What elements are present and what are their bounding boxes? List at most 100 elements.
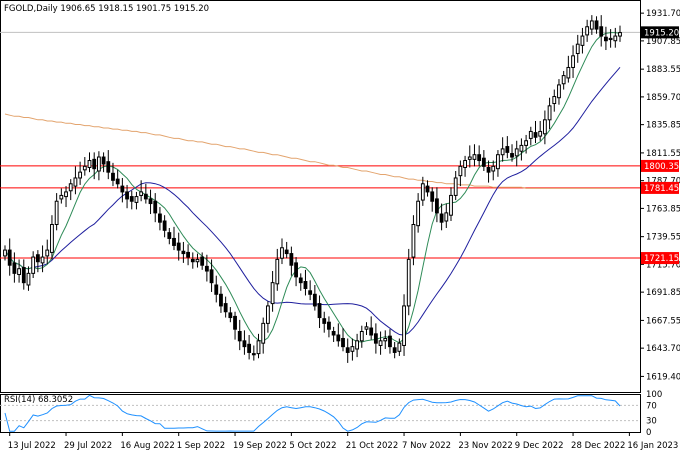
candle-body (467, 156, 472, 160)
rsi-tick-label: 100 (646, 390, 662, 400)
time-tick-label: 5 Oct 2022 (289, 441, 336, 451)
candle-body (435, 198, 439, 214)
time-tick-label: 19 Sep 2022 (233, 441, 287, 451)
candle-body (195, 258, 200, 263)
candle-body (613, 35, 618, 42)
candle-body (92, 158, 97, 170)
candle-body (176, 242, 181, 251)
candle-body (594, 20, 599, 30)
candle-body (402, 305, 406, 346)
candle-body (172, 237, 176, 246)
candle-body (392, 347, 397, 353)
candle-body (364, 326, 369, 330)
candle-body (547, 105, 552, 121)
candle-body (204, 265, 209, 272)
price-axis: 1931.70 1907.85 1883.55 1859.70 1835.85 1811.… (640, 9, 680, 382)
candle-body (430, 191, 435, 202)
horizontal-level-label: 1781.45 (644, 184, 679, 194)
rsi-tick-label: 30 (646, 417, 657, 427)
candle-body (12, 262, 17, 274)
candle-body (491, 165, 496, 172)
candle-body (134, 196, 139, 203)
candle-body (510, 153, 514, 158)
candle-body (50, 223, 54, 253)
price-tick-label: 1931.70 (646, 9, 680, 19)
candle-body (425, 185, 430, 193)
candle-body (261, 322, 266, 344)
candle-body (416, 200, 421, 227)
candle-body (162, 220, 167, 231)
candle-body (345, 347, 350, 353)
candle-body (557, 84, 561, 99)
price-tick-label: 1859.70 (646, 93, 680, 103)
candle-body (31, 256, 36, 274)
candle-body (580, 35, 585, 46)
current-price-tag (641, 26, 679, 39)
candle-body (463, 160, 467, 169)
price-tick-label: 1691.85 (646, 288, 680, 298)
candle-body (308, 290, 313, 295)
candle-body (411, 223, 416, 258)
candle-body (608, 37, 613, 41)
candle-body (312, 293, 317, 307)
candle-body (45, 249, 50, 257)
candle-body (496, 154, 500, 170)
candle-body (533, 132, 538, 138)
candle-body (115, 178, 120, 185)
candle-body (289, 253, 294, 266)
candle-body (397, 342, 402, 352)
candle-body (40, 256, 45, 264)
time-tick-label: 29 Jul 2022 (64, 441, 112, 451)
candle-body (519, 144, 524, 152)
candle-body (3, 249, 7, 257)
candle-body (359, 331, 364, 342)
candle-body (200, 256, 205, 266)
time-tick-label: 28 Dec 2022 (571, 441, 625, 451)
candle-body (82, 165, 87, 171)
candle-body (383, 337, 388, 342)
candle-body (148, 198, 153, 205)
candle-body (561, 75, 566, 85)
candle-body (481, 157, 486, 167)
candle-body (585, 26, 590, 36)
candle-body (331, 331, 336, 336)
chart-title: FGOLD,Daily 1906.65 1918.15 1901.75 1915… (4, 4, 209, 14)
candle-body (322, 318, 327, 324)
candle-body (618, 32, 622, 37)
candle-body (327, 321, 331, 330)
candle-body (350, 346, 355, 352)
candle-body (528, 130, 533, 139)
candle-body (59, 194, 64, 200)
time-tick-label: 13 Jul 2022 (8, 441, 56, 451)
time-tick-label: 23 Nov 2022 (458, 441, 512, 451)
candle-body (500, 148, 505, 156)
price-panel (0, 0, 641, 393)
candle-body (538, 130, 543, 137)
price-tick-label: 1883.55 (646, 65, 680, 75)
candle-body (420, 183, 425, 201)
candle-body (566, 66, 571, 79)
horizontal-level-label: 1800.35 (644, 162, 679, 172)
candle-body (355, 340, 360, 350)
time-tick-label: 7 Nov 2022 (402, 441, 451, 451)
price-tick-label: 1619.40 (646, 372, 680, 382)
time-tick-label: 9 Dec 2022 (515, 441, 564, 451)
candle-body (120, 185, 125, 193)
candle-body (26, 272, 31, 286)
candle-body (186, 251, 191, 258)
candle-body (181, 250, 186, 255)
candle-body (125, 191, 129, 200)
time-tick-label: 16 Aug 2022 (120, 441, 174, 451)
ma-slow-line (4, 113, 620, 189)
candle-body (87, 160, 92, 169)
candle-body (275, 258, 280, 285)
candle-body (223, 303, 228, 313)
candle-body (388, 335, 392, 348)
candle-body (158, 213, 162, 223)
candle-body (78, 171, 83, 179)
candle-body (317, 303, 322, 319)
candle-body (237, 331, 242, 342)
candle-body (270, 282, 275, 305)
candle-body (589, 20, 594, 30)
